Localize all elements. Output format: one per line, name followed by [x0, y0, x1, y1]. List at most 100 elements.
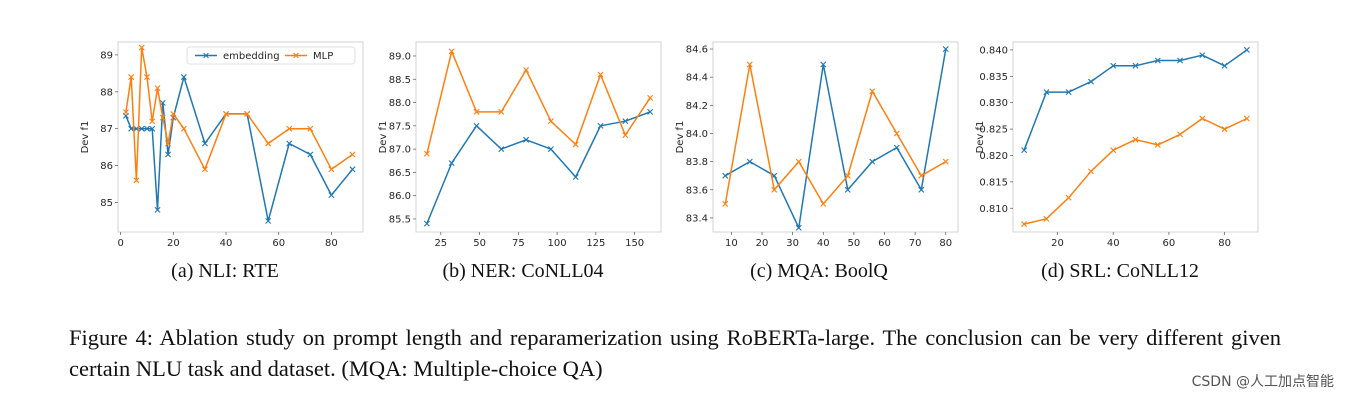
data-point-embedding: [349, 166, 356, 173]
x-tick-label: 20: [1051, 238, 1064, 249]
series-line-embedding: [724, 48, 947, 229]
data-point-mlp: [128, 74, 135, 81]
data-point-embedding: [1199, 52, 1206, 59]
data-point-mlp: [523, 66, 530, 73]
data-point-embedding: [622, 118, 629, 125]
y-tick-label: 86.5: [389, 168, 411, 179]
series-line-mlp: [724, 63, 947, 205]
y-tick-label: 85: [100, 198, 113, 209]
data-point-mlp: [149, 118, 156, 125]
data-point-embedding: [265, 217, 272, 224]
data-point-embedding: [746, 158, 753, 165]
data-point-embedding: [844, 186, 851, 193]
y-tick-label: 83.4: [686, 213, 708, 224]
chart-svg-b: 25 50 75 100 125 150 85.5 86.0 86.5 87.0 87.5 88.0 8…: [378, 41, 662, 249]
data-point-mlp: [244, 110, 251, 117]
data-point-mlp: [942, 158, 949, 165]
x-tick-label: 40: [817, 238, 830, 249]
data-point-embedding: [1177, 57, 1184, 64]
data-point-mlp: [498, 108, 505, 115]
data-point-mlp: [572, 141, 579, 148]
data-point-mlp: [133, 177, 140, 184]
chart-svg-d: 20 40 60 80 0.810 0.815 0.820 0.825 0.830 0.835 0.…: [975, 41, 1259, 249]
data-point-embedding: [1221, 62, 1228, 69]
y-axis-label: Dev f1: [378, 121, 389, 154]
data-point-embedding: [893, 144, 900, 151]
subcaption-c: (c) MQA: BoolQ: [750, 260, 888, 282]
data-point-mlp: [1021, 221, 1028, 228]
y-axis-label: Dev f1: [675, 121, 686, 154]
data-point-embedding: [286, 140, 293, 147]
data-point-embedding: [918, 186, 925, 193]
y-axis-label: Dev f1: [975, 121, 986, 154]
data-point-mlp: [795, 158, 802, 165]
data-point-embedding: [1154, 57, 1161, 64]
legend-box: [186, 46, 356, 65]
data-point-mlp: [1221, 126, 1228, 133]
data-point-embedding: [869, 158, 876, 165]
y-tick-label: 0.840: [979, 45, 1008, 56]
x-tick-label: 100: [548, 238, 567, 249]
data-point-mlp: [122, 109, 129, 116]
data-point-mlp: [1199, 115, 1206, 122]
data-point-mlp: [328, 166, 335, 173]
legend-label-mlp: MLP: [313, 51, 333, 62]
y-tick-label: 88.5: [389, 75, 411, 86]
data-point-mlp: [165, 140, 172, 147]
data-point-mlp: [547, 118, 554, 125]
data-point-embedding: [547, 146, 554, 153]
data-point-mlp: [746, 61, 753, 68]
data-point-mlp: [170, 110, 177, 117]
y-tick-label: 85.5: [389, 214, 411, 225]
x-tick-label: 20: [756, 238, 769, 249]
data-point-embedding: [128, 125, 135, 132]
y-tick-label: 0.820: [979, 151, 1008, 162]
x-tick-label: 80: [325, 238, 338, 249]
data-point-embedding: [138, 125, 145, 132]
y-tick-label: 89: [100, 50, 113, 61]
y-tick-label: 87: [100, 124, 113, 135]
data-point-mlp: [893, 130, 900, 137]
chart-svg-c: 10 20 30 40 50 60 70 80 83.4 83.6 83.8 84.0 84.2 84.4…: [675, 41, 959, 249]
data-point-embedding: [1087, 78, 1094, 85]
data-point-embedding: [523, 136, 530, 143]
watermark: CSDN @人工加点智能: [1191, 374, 1334, 390]
subcaption-a: (a) NLI: RTE: [171, 260, 279, 282]
data-point-mlp: [722, 200, 729, 207]
data-point-mlp: [223, 110, 229, 117]
y-tick-label: 83.6: [686, 185, 708, 196]
subcaption-d: (d) SRL: CoNLL12: [1041, 260, 1199, 282]
series-line-embedding: [426, 111, 651, 224]
x-tick-label: 40: [1107, 238, 1120, 249]
data-point-embedding: [180, 74, 187, 81]
series-line-mlp: [426, 50, 651, 154]
x-tick-label: 50: [848, 238, 861, 249]
data-point-embedding: [942, 46, 949, 53]
y-tick-label: 84.6: [686, 45, 708, 56]
subcaption-b: (b) NER: CoNLL04: [442, 260, 604, 282]
data-point-mlp: [771, 186, 778, 193]
data-point-embedding: [795, 224, 802, 231]
data-point-mlp: [820, 200, 827, 207]
y-tick-label: 86: [100, 161, 113, 172]
legend-marker: [293, 52, 299, 59]
data-point-embedding: [498, 146, 505, 153]
data-point-mlp: [1132, 136, 1139, 143]
data-point-mlp: [180, 125, 187, 132]
data-point-mlp: [201, 166, 208, 173]
data-point-embedding: [165, 151, 172, 158]
data-point-mlp: [307, 125, 314, 132]
x-tick-label: 40: [220, 238, 233, 249]
data-point-mlp: [349, 151, 356, 158]
data-point-mlp: [1110, 147, 1117, 154]
x-tick-label: 50: [473, 238, 486, 249]
y-tick-label: 87.0: [389, 145, 411, 156]
data-point-mlp: [154, 85, 161, 92]
chart-panel-b: 25 50 75 100 125 150 85.5 86.0 86.5 87.0 87.5 88.0 8…: [378, 34, 678, 249]
legend-marker: [203, 52, 209, 59]
data-point-mlp: [473, 108, 480, 115]
x-tick-label: 60: [272, 238, 285, 249]
data-point-mlp: [1243, 115, 1250, 122]
data-point-mlp: [1177, 131, 1184, 138]
chart-panel-a: 0 20 40 60 80 85 86 87 88 89 Dev f1 embedding MLP: [80, 34, 380, 249]
